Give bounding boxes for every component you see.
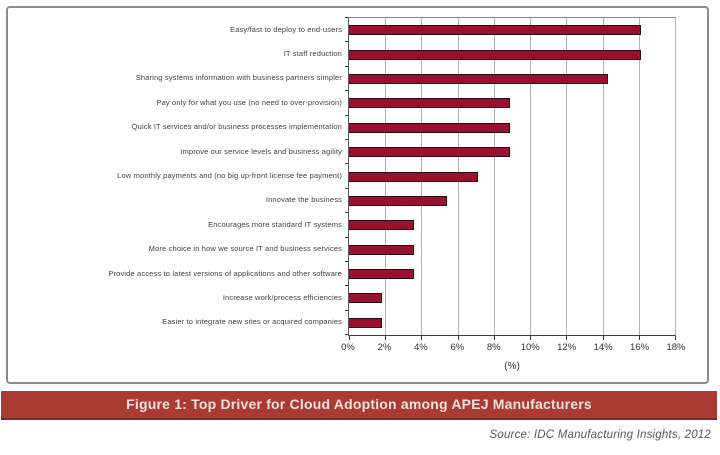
bar [349,171,478,182]
chart-frame: Easy/fast to deploy to end-users IT staff… [6,6,709,384]
gridline [493,18,495,336]
bar-row [349,238,675,262]
x-tick-label: 0% [341,342,355,354]
plot-wrap: 0% 2% 4% 6% 8% 10% 12% 14% 16% 18% (%) [341,17,686,373]
gridline [638,18,640,336]
category-label: Encourages more standard IT systems [208,219,342,229]
bar-row [349,67,675,91]
category-label: Provide access to latest versions of app… [108,268,342,278]
x-tick-label: 14% [593,342,613,354]
source-credit: Source: IDC Manufacturing Insights, 2012 [489,429,711,441]
y-tick-mark [345,17,348,18]
bar [349,195,447,206]
category-label: Easier to integrate new sites or acquire… [162,317,342,327]
category-label: Increase work/process efficiencies [222,292,342,302]
x-tick-mark [566,336,568,341]
category-label: IT staff reduction [283,49,342,59]
category-label: Low monthly payments and (no big up-fron… [117,171,342,181]
x-tick-label: 4% [414,342,428,354]
x-tick-mark [421,336,423,341]
bar-row [349,311,675,335]
x-tick-mark [675,336,676,341]
bar-row [349,189,675,213]
bar-row [349,42,675,66]
bar-row [349,213,675,237]
bar [349,317,382,328]
bar [349,244,415,255]
bar-row [349,18,675,42]
bar-row [349,91,675,115]
y-tick-mark [345,212,348,214]
y-tick-mark [345,260,348,262]
y-tick-mark [345,41,348,43]
bar-row [349,164,675,188]
y-tick-mark [345,90,348,92]
bar [349,73,608,84]
y-tick-mark [345,285,348,287]
gridline [530,18,532,336]
x-tick-label: 6% [450,342,465,354]
bar [349,147,511,158]
x-tick-mark [349,336,350,341]
y-tick-mark [345,187,348,189]
gridline [566,18,568,336]
bar [349,49,641,60]
x-tick-mark [493,336,495,341]
bar-row [349,262,675,286]
bar [349,98,511,109]
y-tick-mark [345,163,348,165]
y-tick-mark [345,236,348,238]
category-label: Quick IT services and/or business proces… [131,122,342,132]
x-tick-label: 16% [630,342,650,354]
bar [349,293,382,304]
y-tick-mark [345,334,348,336]
x-tick-mark [602,336,604,341]
bar-row [349,116,675,140]
x-tick-label: 18% [666,342,686,354]
x-tick-label: 2% [377,342,392,354]
bar [349,220,415,231]
gridline [602,18,604,336]
bar-row [349,140,675,164]
category-label: Improve our service levels and business … [180,146,342,156]
x-tick-mark [457,336,459,341]
bar [349,25,641,36]
x-tick-mark [530,336,532,341]
bar [349,122,511,133]
y-tick-mark [345,114,348,116]
plot-area [345,17,676,341]
gridline [675,18,676,336]
bar-chart: Easy/fast to deploy to end-users IT staff… [8,17,707,372]
y-tick-mark [345,309,348,311]
category-label: Innovate the business [265,195,342,205]
category-label: Easy/fast to deploy to end-users [230,24,342,34]
category-label: Pay only for what you use (no need to ov… [156,97,342,107]
figure-title: Figure 1: Top Driver for Cloud Adoption … [126,396,592,412]
y-tick-mark [345,138,348,140]
x-axis-title: (%) [504,361,520,373]
x-axis: 0% 2% 4% 6% 8% 10% 12% 14% 16% 18% [341,342,685,356]
bar-row [349,286,675,310]
x-tick-label: 12% [557,342,577,354]
bar [349,269,415,280]
category-label: More choice in how we source IT and busi… [148,244,342,254]
x-tick-label: 10% [520,342,540,354]
x-tick-mark [385,336,387,341]
x-tick-label: 8% [486,342,501,354]
figure-title-banner: Figure 1: Top Driver for Cloud Adoption … [1,391,717,420]
y-tick-mark [345,65,348,67]
category-label: Sharing systems information with busines… [135,73,342,83]
x-tick-mark [638,336,640,341]
category-labels: Easy/fast to deploy to end-users IT staff… [8,17,348,372]
